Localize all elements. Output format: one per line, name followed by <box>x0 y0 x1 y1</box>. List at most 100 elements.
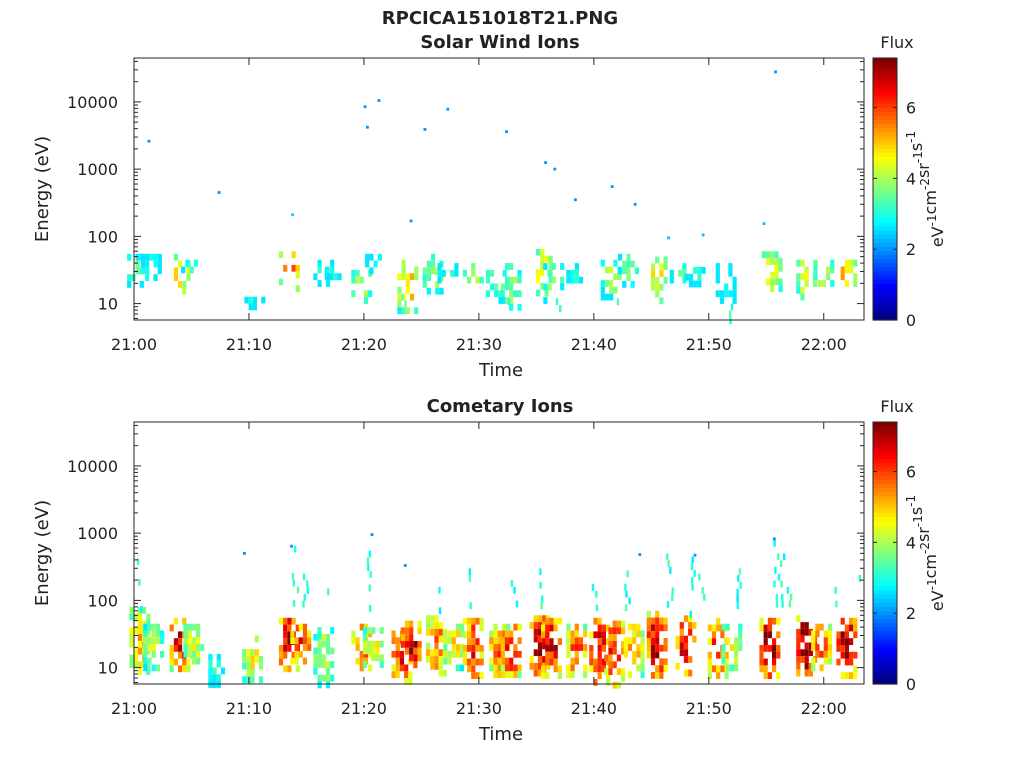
colorbar-segment <box>873 467 897 472</box>
flux-cell <box>157 267 162 275</box>
flux-cell <box>815 650 820 658</box>
flux-cell <box>283 631 288 639</box>
flux-cell <box>616 681 621 689</box>
y-axis-label: Energy (eV) <box>32 136 53 242</box>
flux-cell <box>624 583 627 591</box>
flux-cell <box>543 297 548 304</box>
colorbar-segment <box>873 152 897 157</box>
flux-cell <box>439 287 444 295</box>
flux-cell <box>759 645 764 652</box>
colorbar-segment <box>873 205 897 211</box>
flux-cell <box>400 627 405 635</box>
colorbar-segment <box>873 442 897 448</box>
flux-cell <box>541 672 546 679</box>
flux-cell <box>646 624 651 632</box>
flux-cell <box>191 650 196 658</box>
flux-cell <box>655 624 660 632</box>
flux-cell <box>278 617 284 625</box>
flux-point <box>574 198 577 202</box>
flux-cell <box>517 623 522 631</box>
flux-cell <box>840 638 845 645</box>
flux-cell <box>169 624 174 632</box>
y-axis: 10 100 1000 10000 <box>67 424 864 684</box>
flux-cell <box>140 260 146 268</box>
flux-cell <box>509 637 514 645</box>
flux-cell <box>169 658 174 666</box>
flux-cell <box>438 669 443 677</box>
flux-cell <box>250 649 255 656</box>
flux-cell <box>827 637 833 645</box>
flux-cell <box>517 269 522 277</box>
flux-cell <box>367 627 372 634</box>
flux-cell <box>623 637 628 645</box>
flux-cell <box>351 276 356 284</box>
flux-cell <box>533 662 538 670</box>
flux-cell <box>827 623 833 631</box>
flux-cell <box>151 650 156 658</box>
flux-cell <box>187 623 192 631</box>
flux-cell <box>783 553 786 561</box>
flux-cell <box>646 644 651 652</box>
flux-cell <box>811 657 816 665</box>
flux-cell <box>395 644 400 651</box>
flux-cell <box>675 662 680 670</box>
flux-cell <box>187 644 192 651</box>
flux-cell <box>135 267 140 275</box>
flux-cell <box>325 674 331 682</box>
flux-cell <box>517 664 522 672</box>
flux-cell <box>497 630 502 638</box>
flux-cell <box>541 631 546 639</box>
flux-cell <box>761 251 766 259</box>
flux-cell <box>362 661 367 668</box>
colorbar-segment <box>873 209 897 215</box>
flux-cell <box>636 644 641 651</box>
flux-cell <box>759 665 764 673</box>
flux-cell <box>395 664 400 672</box>
flux-cell <box>663 277 668 284</box>
flux-cell <box>467 631 472 639</box>
flux-cell <box>494 290 499 298</box>
flux-cell <box>325 647 331 655</box>
flux-cell <box>533 615 538 623</box>
flux-cell <box>728 263 733 270</box>
flux-cell <box>606 658 611 666</box>
flux-cell <box>413 654 418 662</box>
flux-cell <box>646 638 651 645</box>
flux-cell <box>853 665 858 673</box>
flux-cell <box>788 600 792 608</box>
flux-cell <box>715 276 720 284</box>
flux-cell <box>840 273 845 281</box>
flux-cell <box>307 630 312 638</box>
flux-cell <box>597 651 602 659</box>
flux-cell <box>549 645 554 652</box>
flux-cell <box>669 567 672 574</box>
colorbar-segment <box>873 602 897 607</box>
flux-cell <box>725 623 730 631</box>
flux-cell <box>359 650 364 658</box>
flux-cell <box>137 620 142 628</box>
flux-cell <box>302 657 308 665</box>
flux-cell <box>193 259 198 267</box>
flux-cell <box>405 307 410 315</box>
flux-cell <box>808 628 813 636</box>
flux-cell <box>430 662 435 670</box>
flux-cell <box>759 651 764 659</box>
flux-cell <box>655 651 660 659</box>
flux-cell <box>663 658 668 666</box>
flux-cell <box>830 266 835 274</box>
flux-cell <box>325 681 331 689</box>
flux-cell <box>435 287 440 295</box>
flux-cell <box>401 266 406 274</box>
flux-point <box>217 191 221 194</box>
flux-cell <box>721 623 726 631</box>
flux-cell <box>371 654 376 662</box>
flux-cell <box>853 280 858 287</box>
flux-cell <box>479 624 484 632</box>
flux-cell <box>659 624 664 632</box>
flux-cell <box>836 638 841 645</box>
flux-cell <box>395 637 400 645</box>
flux-cell <box>738 637 743 645</box>
flux-cell <box>355 276 360 284</box>
flux-cell <box>541 595 544 603</box>
flux-cell <box>325 640 331 648</box>
